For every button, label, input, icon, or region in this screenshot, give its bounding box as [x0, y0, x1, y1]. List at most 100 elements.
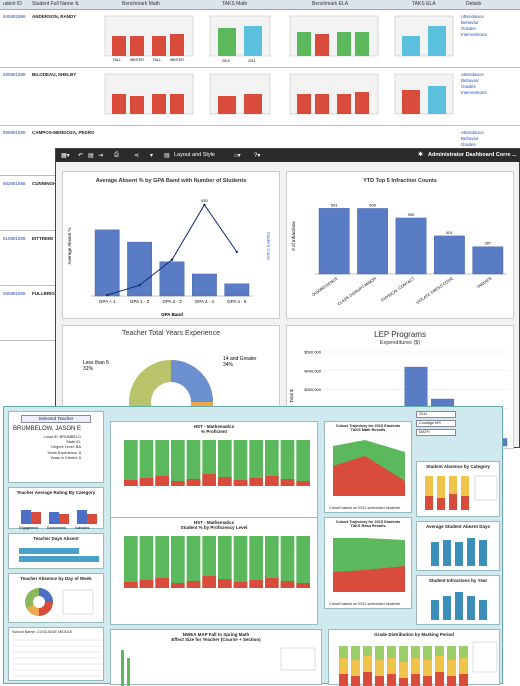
benchmark-math-mini-chart: FALL WINTER FALL WINTER [104, 15, 194, 62]
chart-subtitle: Expenditures ($) [379, 340, 421, 346]
export-icon[interactable]: ⇥ [98, 153, 104, 159]
bm-label: FALL [113, 58, 121, 62]
interventions-link[interactable]: Interventions [461, 32, 487, 37]
bar [249, 580, 263, 588]
y-axis-label: Average Absent % [67, 228, 72, 265]
behavior-link[interactable]: Behavior [461, 20, 479, 25]
bar [233, 440, 248, 486]
bar [155, 536, 169, 588]
help-icon[interactable]: ?▾ [254, 153, 261, 159]
subject-select[interactable]: MATH [416, 429, 456, 436]
col-header-taks-ela: TAKS ELA [412, 1, 436, 7]
y2-axis-label: Student Count [266, 232, 271, 262]
dashboard-title[interactable]: Administrator Dashboard Corre ... [428, 152, 517, 158]
behavior-link[interactable]: Behavior [461, 136, 479, 141]
rating-chart: Engagement Environment Indicators [19, 510, 97, 530]
bar [202, 576, 216, 588]
bar [224, 283, 250, 297]
bar [124, 480, 138, 486]
home-icon[interactable]: ⌂▾ [234, 153, 241, 159]
data-label: 691 [331, 202, 338, 207]
save-icon[interactable]: ▦▾ [61, 153, 70, 159]
grades-link[interactable]: Grades [461, 26, 476, 31]
selected-teacher-button[interactable]: Selected Teacher [21, 415, 91, 423]
teacher-name: BRUMBELOW, JASON E [13, 426, 82, 432]
tick-label: VIOLATE DRESS CODE [415, 276, 454, 306]
taks-math-mini-chart: 2010 2011 [209, 15, 271, 63]
table-row: 845881886 ANDERSON, RANDY Attendance Beh… [0, 10, 520, 68]
bar [472, 246, 504, 275]
taks-year: 2011 [248, 59, 256, 63]
dashboard-toolbar: ▦▾ ↶ ▤ ⇥ ⎙ ⋖ ▾ ▤ Layout and Style ⌂▾ ?▾ … [56, 149, 520, 162]
year-select[interactable]: 2011 [416, 411, 456, 418]
tick-label: $400,000 [304, 368, 321, 373]
x-axis-label: GPA Band [161, 312, 183, 317]
bar [296, 583, 310, 588]
grades-link[interactable]: Grades [461, 84, 476, 89]
bar [124, 536, 138, 588]
details-links[interactable]: Attendance Behavior Grades Interventions [461, 14, 487, 38]
svg-text:Indicators: Indicators [75, 526, 90, 530]
col-header-name[interactable]: Student Full Name ⇅ [32, 1, 79, 7]
student-absence-panel: Student Absence by Category [416, 461, 500, 517]
panel-title: Teacher Days Absent [33, 536, 79, 541]
table-row: 555881888 BILODEAU, SHELBY Attendance Be… [0, 68, 520, 126]
filter-icon[interactable]: ▾ [150, 153, 154, 159]
attendance-link[interactable]: Attendance [461, 130, 484, 135]
bar [280, 440, 295, 486]
print-icon[interactable]: ⎙ [114, 152, 119, 158]
line-point [170, 258, 174, 261]
bar [94, 229, 120, 297]
panel-title: Cohort Trajectory for 2015 Students TAKS… [335, 424, 401, 432]
bar [127, 241, 153, 297]
bar [357, 208, 389, 275]
chart-title: Teacher Total Years Experience [122, 330, 220, 337]
undo-icon[interactable]: ↶ [78, 153, 84, 159]
bar [159, 261, 185, 297]
copy-icon[interactable]: ▤ [88, 153, 94, 159]
share-icon[interactable]: ⋖ [134, 153, 140, 159]
tick-label: PHYSICAL CONTACT [380, 275, 416, 302]
attendance-link[interactable]: Attendance [461, 14, 484, 19]
bar [433, 235, 465, 275]
grades-link[interactable]: Grades [461, 142, 476, 147]
panel-title: NWEA MAP Fall to Spring Math Effect Size… [171, 632, 261, 642]
data-label: 690 [369, 202, 376, 207]
student-id-link[interactable]: 585881888 [3, 291, 26, 296]
panel-title: HST - Mathematics % Proficient [193, 424, 235, 434]
student-id-link[interactable]: 895881888 [3, 130, 26, 135]
behavior-link[interactable]: Behavior [461, 78, 479, 83]
layout-icon[interactable]: ▤ [164, 153, 170, 159]
school-select[interactable]: Coolidge MS [416, 420, 456, 427]
student-name: FULLBRIGH [32, 291, 58, 296]
interventions-link[interactable]: Interventions [461, 90, 487, 95]
student-id-link[interactable]: 815881888 [3, 236, 26, 241]
panel-title: Teacher Absence by Day of Week [20, 576, 92, 581]
col-header-id[interactable]: udent ID [3, 1, 22, 7]
dashboard-window: ▦▾ ↶ ▤ ⇥ ⎙ ⋖ ▾ ▤ Layout and Style ⌂▾ ?▾ … [55, 148, 520, 449]
attendance-link[interactable]: Attendance [461, 72, 484, 77]
bar [152, 36, 166, 56]
student-name: CUNNINGH [32, 181, 57, 186]
benchmark-ela-mini-chart [289, 15, 379, 57]
student-id-link[interactable]: 845881886 [3, 14, 26, 19]
bar [249, 440, 263, 486]
student-id-link[interactable]: 555881888 [3, 72, 26, 77]
details-links[interactable]: Attendance Behavior Grades Interventions [461, 72, 487, 96]
teacher-dashboard: Selected Teacher BRUMBELOW, JASON E Loca… [3, 406, 503, 686]
tick-label: GPA 1 - 2 [130, 299, 150, 304]
dashboard-icon: ✱ [418, 152, 424, 158]
grade-distribution-panel: Grade Distribution by Marking Period [328, 629, 500, 686]
row-mini-charts: FALL WINTER FALL WINTER 2010 2011 [104, 15, 454, 63]
student-id-link[interactable]: 662881888 [3, 181, 26, 186]
donut-value: 31% [83, 366, 94, 372]
col-header-bm-ela: Benchmark ELA [312, 1, 349, 7]
col-header-taks-math: TAKS Math [222, 1, 248, 7]
tick-label: TARDIES [476, 276, 493, 290]
layout-style-button[interactable]: Layout and Style [174, 152, 215, 158]
data-label: 401 [446, 230, 453, 235]
bar [112, 36, 126, 56]
tick-label: GPA 3 - 4 [195, 299, 215, 304]
school-label: School Name: COOLIDGE MIDDLE [12, 630, 73, 634]
nwea-panel: NWEA MAP Fall to Spring Math Effect Size… [110, 629, 322, 686]
